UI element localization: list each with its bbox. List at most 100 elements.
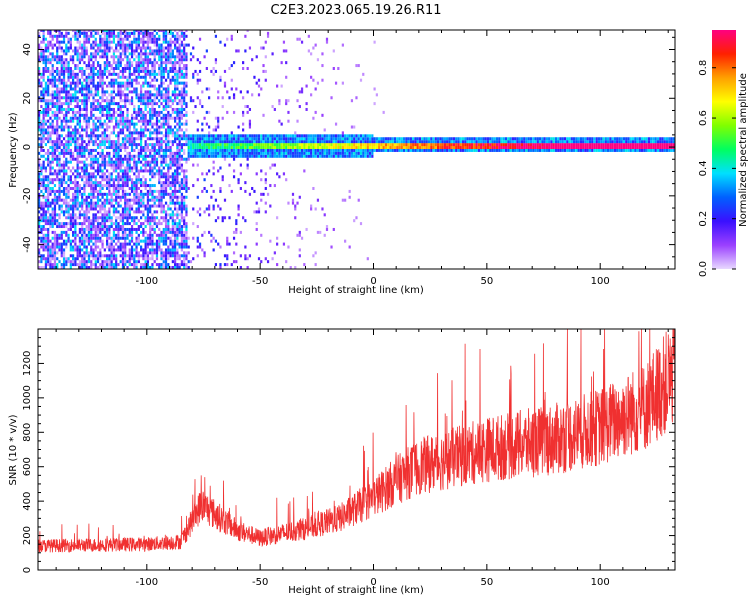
spectrogram-cell (124, 236, 127, 240)
spectrogram-cell (164, 105, 168, 109)
spectrogram-cell (90, 160, 93, 164)
spectrogram-cell (108, 43, 111, 47)
spectrogram-cell (137, 131, 140, 135)
spectrogram-cell (74, 96, 77, 100)
spectrogram-cell (74, 87, 77, 91)
spectrogram-cell (183, 43, 186, 47)
spectrogram-cell (346, 140, 349, 144)
spectrogram-cell (51, 140, 54, 144)
spectrogram-cell (117, 151, 120, 155)
spectrogram-cell (47, 154, 50, 158)
spectrogram-cell (242, 137, 245, 141)
spectrogram-cell (325, 40, 329, 44)
spectrogram-cell (60, 210, 63, 214)
spectrogram-cell (246, 105, 249, 109)
spectrogram-cell (103, 143, 106, 147)
spectrogram-cell (155, 225, 159, 229)
spectrogram-cell (214, 69, 218, 73)
spectrogram-cell (135, 30, 138, 32)
spectrogram-cell (153, 242, 156, 246)
spectrogram-cell (164, 239, 168, 243)
spectrogram-cell (174, 169, 177, 173)
spectrogram-cell (171, 157, 174, 161)
spectrogram-cell (285, 146, 288, 150)
spectrogram-cell (319, 134, 322, 138)
spectrogram-cell (67, 125, 70, 129)
spectrogram-cell (135, 216, 138, 220)
spectrogram-cell (117, 49, 120, 53)
spectrogram-cell (330, 146, 333, 150)
spectrogram-cell (117, 93, 120, 97)
spectrogram-cell (126, 227, 129, 231)
spectrogram-cell (87, 222, 91, 226)
spectrogram-cell (262, 140, 265, 144)
spectrogram-cell (65, 160, 68, 164)
spectrogram-cell (273, 251, 276, 255)
spectrogram-cell (90, 72, 93, 76)
spectrogram-cell (371, 151, 374, 155)
spectrogram-cell (174, 96, 177, 100)
spectrogram-cell (92, 81, 95, 85)
spectrogram-cell (99, 140, 102, 144)
spectrogram-cell (176, 116, 179, 120)
spectrogram-cell (106, 128, 109, 132)
spectrogram-cell (180, 49, 184, 53)
spectrogram-cell (171, 227, 174, 231)
spectrogram-cell (194, 137, 197, 141)
spectrogram-cell (144, 157, 147, 161)
spectrogram-cell (140, 198, 143, 202)
spectrogram-cell (133, 90, 136, 94)
spectrogram-cell (103, 140, 106, 144)
spectrogram-cell (72, 116, 75, 120)
spectrogram-cell (135, 122, 138, 126)
spectrogram-cell (124, 134, 127, 138)
spectrogram-cell (108, 263, 111, 267)
spectrogram-cell (296, 137, 299, 141)
spectrogram-cell (53, 242, 57, 246)
spectrogram-cell (271, 137, 274, 141)
spectrogram-cell (40, 239, 43, 243)
spectrogram-cell (196, 236, 199, 240)
spectrogram-cell (158, 219, 161, 223)
spectrogram-cell (153, 75, 156, 79)
spectrogram-cell (255, 134, 258, 138)
spectrogram-cell (117, 72, 120, 76)
spectrogram-cell (108, 175, 111, 179)
spectrogram-cell (169, 46, 172, 50)
spectrogram-cell (305, 151, 308, 155)
spectrogram-cell (142, 257, 145, 261)
spectrogram-cell (235, 87, 238, 91)
spectrogram-cell (51, 99, 54, 103)
spectrogram-cell (239, 146, 242, 150)
spectrogram-cell (106, 113, 109, 117)
spectrogram-cell (146, 81, 150, 85)
spectrogram-cell (151, 245, 154, 249)
spectrogram-cell (160, 64, 163, 68)
spectrogram-cell (78, 227, 82, 231)
spectrogram-cell (90, 113, 93, 117)
spectrogram-cell (359, 78, 363, 82)
spectrogram-cell (117, 163, 120, 167)
spectrogram-cell (128, 154, 131, 158)
spectrogram-cell (140, 40, 143, 44)
spectrogram-cell (94, 137, 97, 141)
spectrogram-cell (90, 128, 93, 132)
spectrogram-cell (126, 163, 129, 167)
spectrogram-cell (40, 254, 43, 258)
spectrogram-cell (237, 151, 240, 155)
spectrogram-cell (160, 140, 163, 144)
spectrogram-cell (119, 195, 122, 199)
spectrogram-cell (164, 131, 168, 135)
spectrogram-cell (85, 96, 88, 100)
spectrogram-cell (226, 254, 229, 258)
spectrogram-cell (298, 254, 301, 258)
spectrogram-cell (171, 102, 174, 106)
spectrogram-cell (78, 55, 82, 59)
spectrogram-cell (47, 178, 50, 182)
spectrogram-cell (87, 137, 91, 141)
spectrogram-cell (117, 216, 120, 220)
spectrogram-cell (289, 154, 292, 158)
spectrogram-cell (348, 143, 351, 147)
spectrogram-cell (96, 245, 100, 249)
spectrogram-cell (38, 242, 41, 246)
